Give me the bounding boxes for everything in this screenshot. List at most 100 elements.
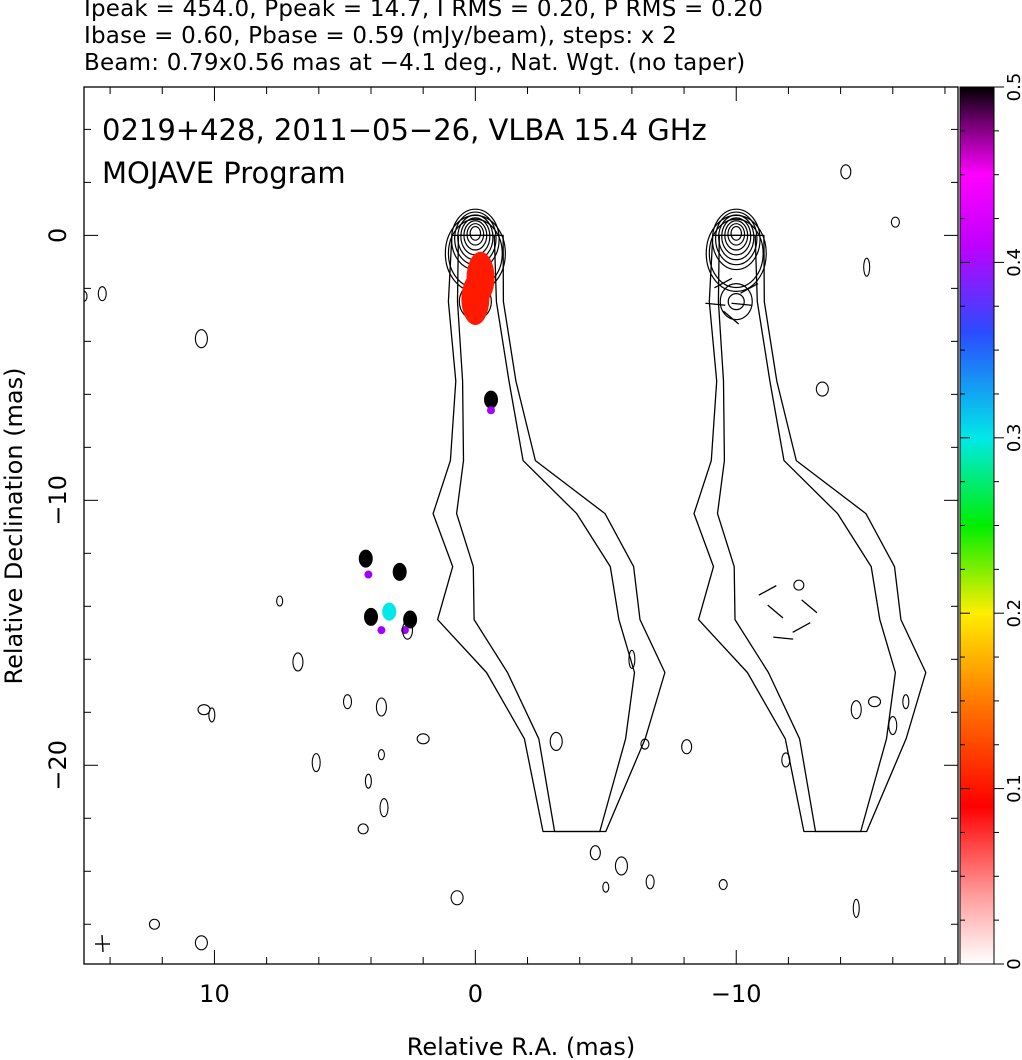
noise-contour xyxy=(401,620,414,640)
colorbar-tick-label: 0 xyxy=(1004,958,1022,969)
core-contour xyxy=(711,208,761,271)
jet-contour xyxy=(432,234,666,833)
noise-contour xyxy=(84,290,88,302)
knot-contour xyxy=(719,283,753,321)
noise-contour xyxy=(628,649,636,669)
evpa-vector xyxy=(714,277,733,289)
polarization-spot xyxy=(483,390,498,409)
noise-contour xyxy=(416,733,430,745)
noise-contour xyxy=(718,878,728,891)
y-tick-label: −10 xyxy=(44,475,72,526)
x-tick-label: 10 xyxy=(199,980,230,1008)
polarization-spot xyxy=(403,610,418,629)
noise-contour xyxy=(194,935,208,951)
core-contour xyxy=(463,220,488,251)
noise-contour xyxy=(614,856,628,876)
noise-contour-layer xyxy=(84,164,910,951)
evpa-vector xyxy=(731,302,752,306)
polarization-spot xyxy=(358,549,373,568)
noise-contour xyxy=(377,749,385,761)
core-contour xyxy=(718,214,755,261)
noise-contour xyxy=(850,700,862,720)
polarization-spot xyxy=(461,272,490,325)
noise-contour xyxy=(681,739,693,755)
polarization-spot xyxy=(392,562,407,581)
noise-contour xyxy=(890,216,900,228)
program-label: MOJAVE Program xyxy=(102,156,346,190)
jet-contour xyxy=(693,234,927,833)
header-line-2: Ibase = 0.60, Pbase = 0.59 (mJy/beam), s… xyxy=(84,23,677,49)
polarization-fringe xyxy=(486,406,495,415)
evpa-vector xyxy=(767,604,784,619)
evpa-vector xyxy=(740,283,759,294)
noise-contour xyxy=(640,738,650,750)
noise-contour xyxy=(311,753,321,773)
jet-contour xyxy=(716,234,897,833)
noise-contour xyxy=(902,694,910,710)
y-tick-label: 0 xyxy=(44,228,72,243)
noise-contour xyxy=(97,286,107,302)
core-contour xyxy=(721,217,752,256)
evpa-vector xyxy=(773,636,794,640)
core-contour xyxy=(466,223,485,246)
polarization-fringe xyxy=(364,570,373,579)
knot-contour xyxy=(727,293,745,311)
evpa-vector xyxy=(722,310,740,325)
polarization-fringe xyxy=(377,626,386,635)
core-contour xyxy=(730,225,743,241)
noise-contour xyxy=(793,579,805,591)
core-contour xyxy=(469,225,482,241)
colorbar-tick-label: 0.2 xyxy=(1004,599,1022,628)
evpa-vector xyxy=(801,599,818,614)
noise-contour xyxy=(645,874,655,890)
noise-contour xyxy=(815,381,829,397)
contour-layer xyxy=(432,208,927,833)
noise-contour xyxy=(602,881,610,893)
jet-contour xyxy=(455,234,636,833)
plot-frame xyxy=(83,86,959,965)
noise-contour xyxy=(852,898,860,918)
polarization-vector-layer xyxy=(705,277,818,640)
noise-contour xyxy=(379,798,389,818)
y-tick-label: −20 xyxy=(44,740,72,791)
noise-contour xyxy=(364,773,372,789)
noise-contour xyxy=(148,918,160,930)
noise-contour xyxy=(208,707,216,723)
polarization-spot xyxy=(382,602,397,621)
noise-contour xyxy=(549,731,563,751)
noise-contour xyxy=(863,257,871,277)
colorbar xyxy=(959,86,995,965)
colorbar-tick-label: 0.4 xyxy=(1004,248,1022,277)
colorbar-ticks: 0 0.1 0.2 0.3 0.4 0.5 xyxy=(960,73,1022,970)
polarization-spot xyxy=(363,607,378,626)
header-line-3: Beam: 0.79x0.56 mas at −4.1 deg., Nat. W… xyxy=(84,50,746,76)
core-contour xyxy=(457,214,494,261)
header-line-1: Ipeak = 454.0, Ppeak = 14.7, I RMS = 0.2… xyxy=(84,0,764,22)
core-contour xyxy=(714,211,758,266)
noise-contour xyxy=(342,694,353,710)
x-axis-title: Relative R.A. (mas) xyxy=(407,1033,635,1060)
noise-contour xyxy=(375,697,387,717)
source-label: 0219+428, 2011−05−26, VLBA 15.4 GHz xyxy=(102,113,707,147)
core-contour xyxy=(708,218,764,289)
evpa-vector xyxy=(758,585,777,596)
colorbar-tick-label: 0.1 xyxy=(1004,774,1022,803)
colorbar-tick-label: 0.5 xyxy=(1004,73,1022,102)
x-tick-label: 0 xyxy=(468,980,483,1008)
noise-contour xyxy=(194,329,208,349)
core-contour xyxy=(724,220,749,251)
noise-contour xyxy=(867,696,882,708)
colorbar-tick-label: 0.3 xyxy=(1004,423,1022,452)
evpa-vector xyxy=(792,622,811,633)
noise-contour xyxy=(357,823,369,835)
axis-ticks: 10 0 −10 0 −10 −20 xyxy=(44,87,958,1008)
beam-icon xyxy=(95,934,110,953)
core-contour xyxy=(727,223,746,246)
evpa-vector xyxy=(705,302,726,306)
noise-contour xyxy=(589,845,601,861)
noise-contour xyxy=(276,595,284,607)
x-tick-label: −10 xyxy=(711,980,762,1008)
noise-contour xyxy=(781,752,791,768)
noise-contour xyxy=(840,164,852,180)
